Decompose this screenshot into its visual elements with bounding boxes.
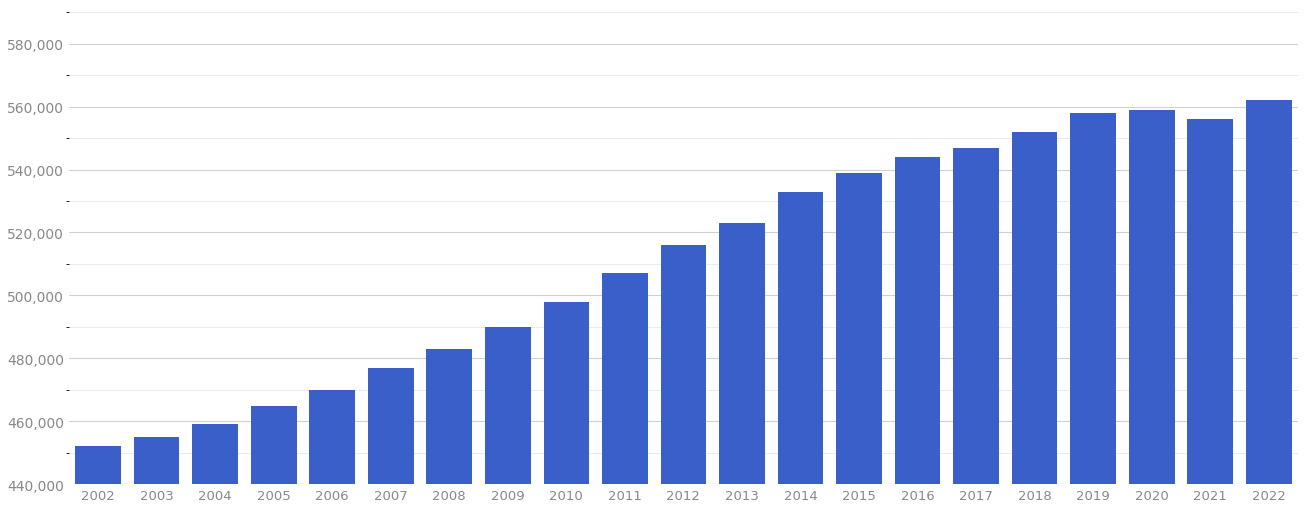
Bar (76, 446, 121, 509)
Bar (309, 390, 355, 509)
Bar (251, 406, 296, 509)
Bar (1070, 114, 1116, 509)
Bar (1188, 120, 1233, 509)
Bar (134, 437, 180, 509)
Bar (368, 368, 414, 509)
Bar (719, 223, 765, 509)
Bar (778, 192, 823, 509)
Bar (895, 158, 941, 509)
Bar (1246, 101, 1292, 509)
Bar (1129, 110, 1174, 509)
Bar (485, 327, 531, 509)
Bar (192, 425, 238, 509)
Bar (660, 245, 706, 509)
Bar (543, 302, 589, 509)
Bar (1011, 132, 1057, 509)
Bar (837, 174, 882, 509)
Bar (602, 274, 647, 509)
Bar (953, 148, 998, 509)
Bar (427, 349, 472, 509)
